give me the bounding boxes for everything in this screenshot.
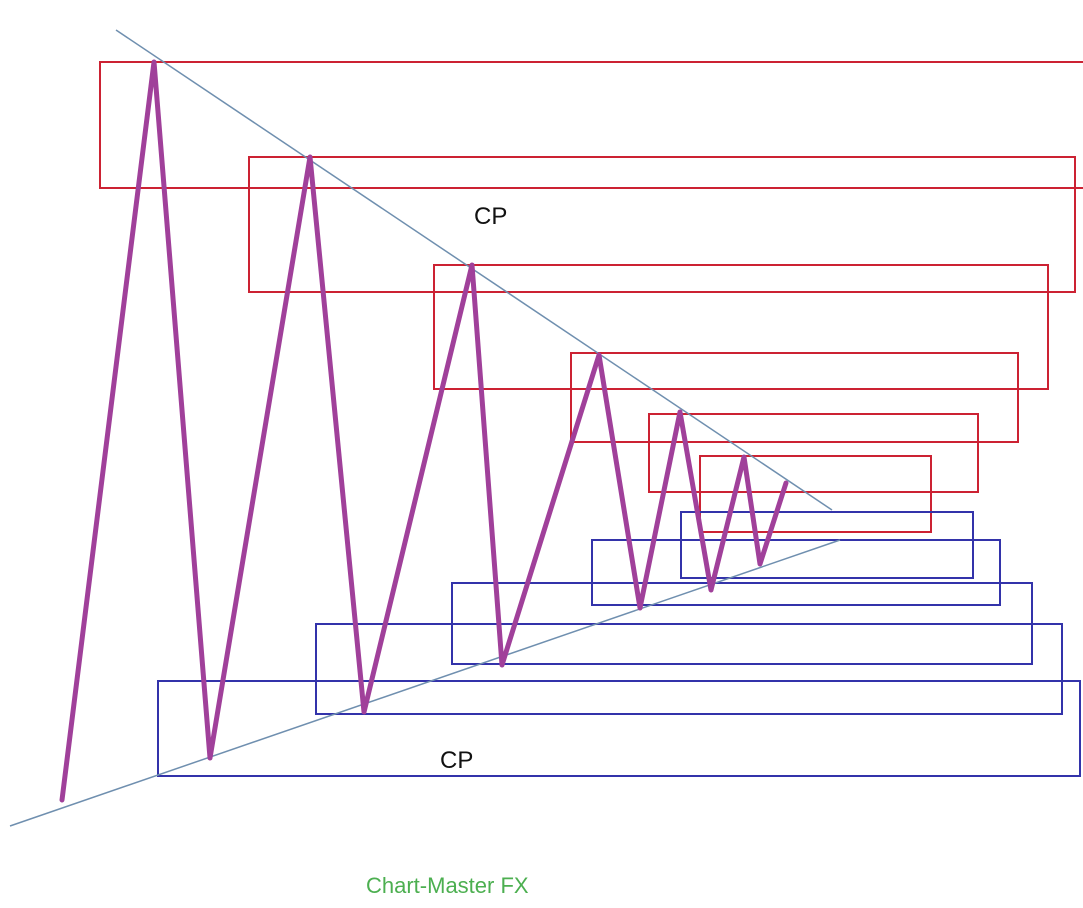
upper-zone-box xyxy=(570,352,1019,443)
lower-zone-box xyxy=(591,539,1001,606)
watermark-text: Chart-Master FX xyxy=(366,873,529,898)
lower-trendline xyxy=(9,539,841,827)
upper-zone-box xyxy=(648,413,979,493)
lower-zone-box xyxy=(315,623,1063,715)
upper-zone-box xyxy=(699,455,932,533)
lower-zone-box xyxy=(680,511,974,579)
upper-zone-box xyxy=(99,61,1083,189)
upper-cp-label: CP xyxy=(474,203,507,230)
lower-zone-box xyxy=(157,680,1081,777)
lower-cp-label: CP xyxy=(440,747,473,774)
upper-zone-box xyxy=(433,264,1049,390)
upper-zone-box xyxy=(248,156,1076,293)
upper-zone-boxes xyxy=(99,61,1083,533)
lower-zone-boxes xyxy=(157,511,1081,777)
price-zigzag xyxy=(59,59,789,803)
